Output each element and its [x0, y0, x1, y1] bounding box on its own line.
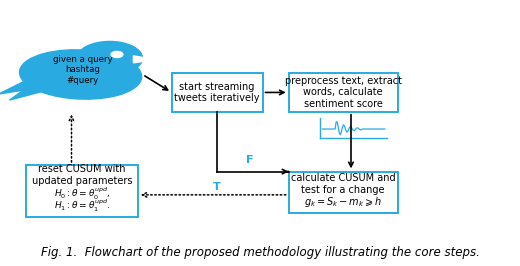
Text: $g_k = S_k - m_k \geqslant h$: $g_k = S_k - m_k \geqslant h$ — [304, 195, 382, 209]
Polygon shape — [133, 56, 155, 63]
Ellipse shape — [22, 60, 70, 78]
FancyBboxPatch shape — [26, 165, 138, 217]
Text: $H_0: \theta = \theta_0^{upd}$,: $H_0: \theta = \theta_0^{upd}$, — [54, 185, 110, 202]
Text: calculate CUSUM and
test for a change: calculate CUSUM and test for a change — [291, 173, 396, 195]
Circle shape — [111, 51, 123, 57]
Text: F: F — [245, 155, 253, 165]
Text: start streaming
tweets iteratively: start streaming tweets iteratively — [174, 82, 260, 103]
FancyBboxPatch shape — [289, 172, 398, 213]
Polygon shape — [0, 78, 58, 94]
Text: preprocess text, extract
words, calculate
sentiment score: preprocess text, extract words, calculat… — [285, 76, 402, 109]
Polygon shape — [10, 78, 62, 100]
Text: $H_1: \theta = \theta_1^{upd}$.: $H_1: \theta = \theta_1^{upd}$. — [54, 198, 110, 214]
Text: given a query
hashtag
#query: given a query hashtag #query — [53, 55, 112, 85]
FancyBboxPatch shape — [289, 73, 398, 112]
Text: reset CUSUM with
updated parameters: reset CUSUM with updated parameters — [32, 164, 132, 186]
Text: T: T — [213, 182, 221, 192]
Ellipse shape — [20, 50, 141, 99]
FancyBboxPatch shape — [172, 73, 263, 112]
Circle shape — [77, 41, 142, 75]
Text: Fig. 1.  Flowchart of the proposed methodology illustrating the core steps.: Fig. 1. Flowchart of the proposed method… — [41, 246, 479, 259]
